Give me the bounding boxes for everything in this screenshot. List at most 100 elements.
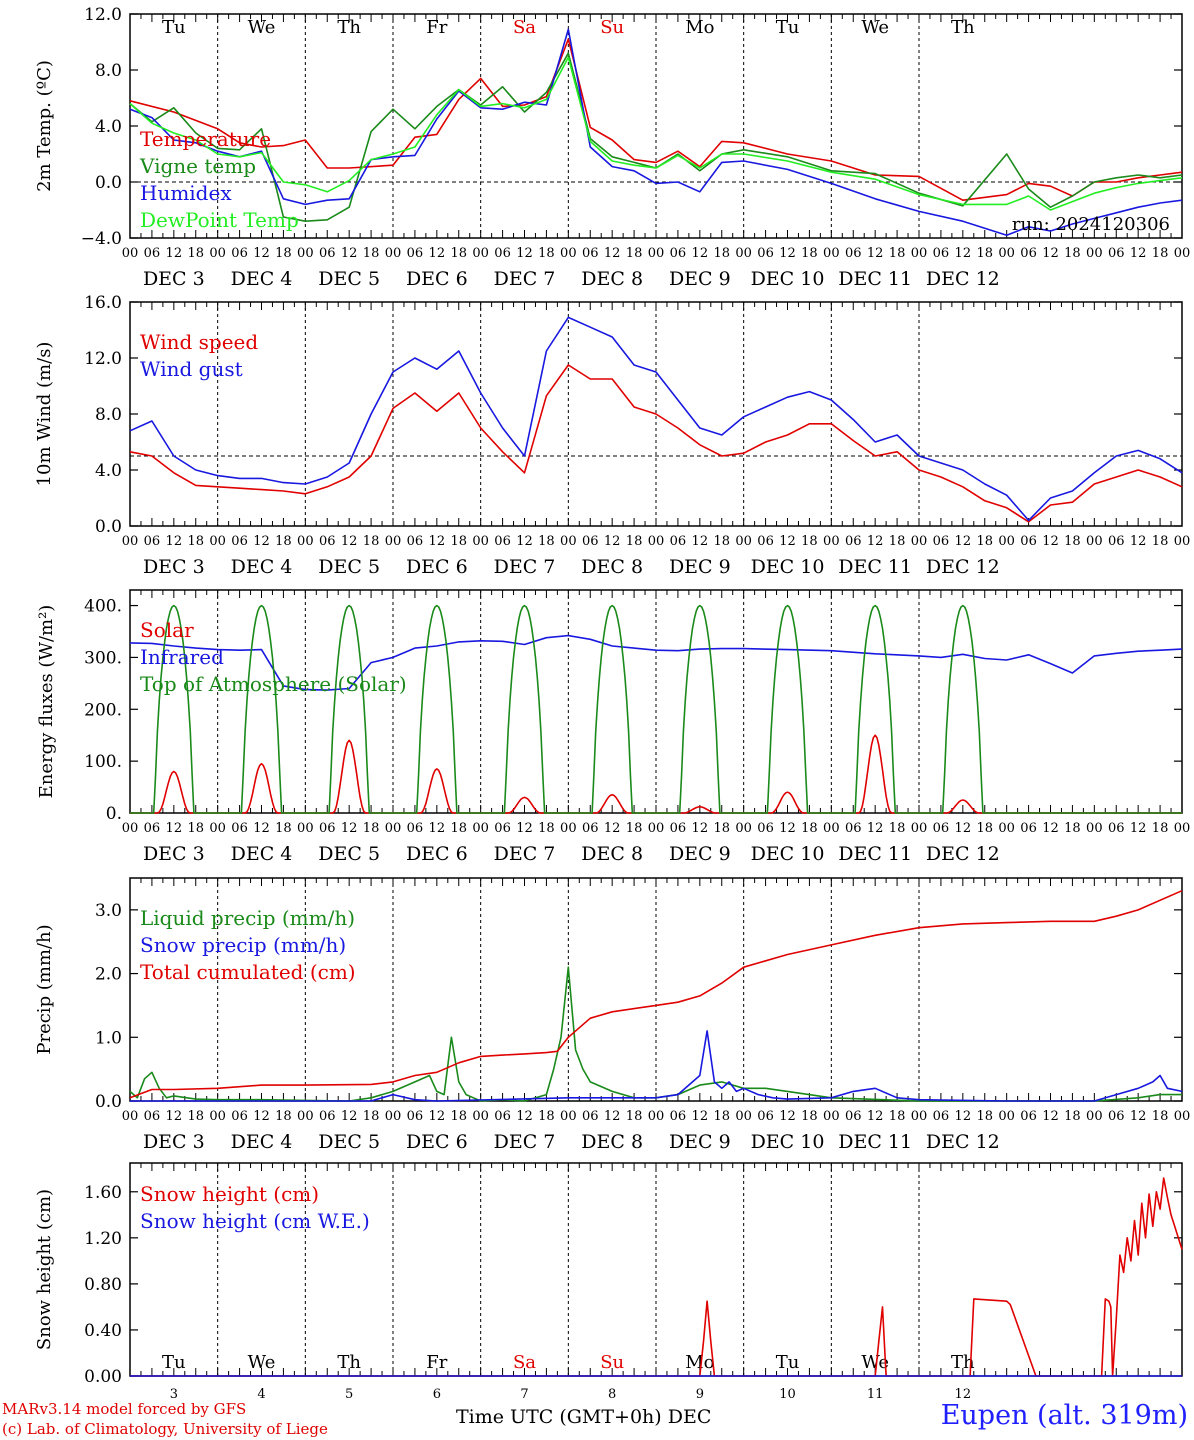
hour-tick-label: 06 [757, 246, 774, 261]
panel-1: 12.0 8.0 4.0 0.0 −4.0 2m Temp. (ºC) 00 06 12 18 00… [34, 5, 1190, 290]
hour-tick-label: 12 [779, 821, 796, 836]
series-line-total-cumulated-cm- [129, 889, 1183, 1099]
hour-tick-label: 12 [692, 246, 709, 261]
hour-tick-label: 00 [209, 534, 226, 549]
hour-tick-label: 06 [494, 821, 511, 836]
y-axis-label: 10m Wind (m/s) [34, 342, 55, 487]
legend-entry: Wind speed [140, 330, 258, 354]
hour-tick-label: 18 [450, 821, 467, 836]
hour-tick-label: 18 [626, 1109, 643, 1124]
day-number: 12 [955, 1387, 972, 1402]
hour-tick-label: 12 [429, 534, 446, 549]
legend-entry: Infrared [140, 645, 224, 669]
series-line-humidex [129, 28, 1183, 236]
day-number: 3 [170, 1387, 178, 1402]
hour-tick-label: 00 [648, 1109, 665, 1124]
y-tick-label: 1.20 [84, 1229, 122, 1249]
hour-tick-label: 06 [1108, 534, 1125, 549]
hour-tick-label: 00 [560, 246, 577, 261]
date-label: DEC 12 [926, 843, 1000, 865]
hour-tick-label: 06 [670, 821, 687, 836]
day-number: 6 [433, 1387, 441, 1402]
hour-tick-label: 00 [560, 534, 577, 549]
hour-tick-label: 00 [735, 246, 752, 261]
y-tick-label: 2.0 [95, 965, 122, 985]
hour-tick-label: 00 [1174, 246, 1191, 261]
hour-tick-label: 12 [604, 821, 621, 836]
hour-tick-label: 00 [472, 534, 489, 549]
y-tick-label: 12.0 [84, 5, 122, 25]
hour-tick-label: 00 [472, 246, 489, 261]
day-name: Th [337, 17, 361, 38]
hour-tick-label: 18 [713, 1109, 730, 1124]
y-tick-label: 8.0 [95, 405, 122, 425]
date-label: DEC 12 [926, 556, 1000, 578]
date-label: DEC 8 [581, 843, 643, 865]
y-axis-label: Precip (mm/h) [34, 924, 55, 1054]
date-label: DEC 7 [494, 843, 556, 865]
hour-tick-label: 12 [1042, 1109, 1059, 1124]
hour-tick-label: 12 [516, 821, 533, 836]
hour-tick-label: 06 [845, 246, 862, 261]
hour-tick-label: 00 [297, 534, 314, 549]
hour-tick-label: 06 [407, 1109, 424, 1124]
hour-tick-label: 12 [166, 1109, 183, 1124]
hour-tick-label: 00 [911, 246, 928, 261]
hour-tick-label: 06 [757, 821, 774, 836]
date-label: DEC 11 [838, 556, 912, 578]
hour-tick-label: 18 [1152, 1109, 1169, 1124]
date-label: DEC 3 [143, 843, 205, 865]
date-label: DEC 8 [581, 268, 643, 290]
hour-tick-label: 18 [889, 246, 906, 261]
legend-entry: Liquid precip (mm/h) [140, 906, 355, 930]
day-name: Th [951, 17, 975, 38]
hour-tick-label: 06 [1020, 534, 1037, 549]
date-label: DEC 6 [406, 268, 468, 290]
hour-tick-label: 18 [275, 1109, 292, 1124]
hour-tick-label: 06 [494, 246, 511, 261]
hour-tick-label: 00 [385, 534, 402, 549]
legend-entry: Solar [140, 618, 194, 642]
hour-tick-label: 06 [319, 246, 336, 261]
hour-tick-label: 12 [253, 1109, 270, 1124]
model-credit: MARv3.14 model forced by GFS [2, 1400, 247, 1418]
day-name: Mo [685, 1352, 714, 1373]
hour-tick-label: 18 [713, 821, 730, 836]
hour-tick-label: 00 [560, 1109, 577, 1124]
date-label: DEC 12 [926, 268, 1000, 290]
hour-tick-label: 18 [801, 246, 818, 261]
date-label: DEC 9 [669, 556, 731, 578]
y-tick-label: 8.0 [95, 61, 122, 81]
hour-tick-label: 12 [1042, 534, 1059, 549]
hour-tick-label: 00 [209, 246, 226, 261]
hour-tick-label: 12 [253, 821, 270, 836]
hour-tick-label: 06 [845, 821, 862, 836]
hour-tick-label: 12 [516, 1109, 533, 1124]
hour-tick-label: 00 [122, 246, 139, 261]
hour-tick-label: 18 [889, 534, 906, 549]
x-axis-title: Time UTC (GMT+0h) DEC [456, 1406, 712, 1428]
date-label: DEC 4 [231, 556, 293, 578]
hour-tick-label: 06 [144, 534, 161, 549]
hour-tick-label: 18 [1064, 534, 1081, 549]
hour-tick-label: 18 [976, 246, 993, 261]
hour-tick-label: 18 [363, 821, 380, 836]
hour-tick-label: 06 [582, 246, 599, 261]
day-number: 10 [779, 1387, 796, 1402]
hour-tick-label: 12 [692, 534, 709, 549]
series-line-dewpoint-temp [129, 56, 1183, 211]
day-number: 8 [608, 1387, 616, 1402]
plot-frame [129, 13, 1183, 239]
date-label: DEC 9 [669, 268, 731, 290]
hour-tick-label: 06 [144, 1109, 161, 1124]
hour-tick-label: 18 [801, 821, 818, 836]
hour-tick-label: 06 [670, 1109, 687, 1124]
hour-tick-label: 00 [911, 1109, 928, 1124]
day-name: We [861, 17, 889, 38]
legend-entry: Snow precip (mm/h) [140, 933, 346, 957]
date-label: DEC 8 [581, 556, 643, 578]
run-annotation: run: 2024120306 [1012, 214, 1170, 235]
hour-tick-label: 12 [1130, 534, 1147, 549]
hour-tick-label: 06 [144, 246, 161, 261]
hour-tick-label: 12 [341, 246, 358, 261]
